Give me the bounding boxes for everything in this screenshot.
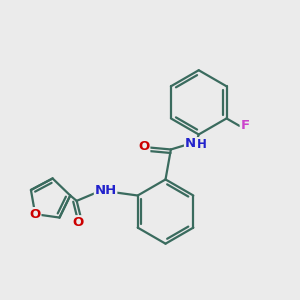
Text: H: H [196,138,206,151]
Text: O: O [30,208,41,220]
Text: F: F [240,119,249,132]
Text: O: O [139,140,150,153]
Text: O: O [72,216,83,229]
Text: NH: NH [94,184,117,197]
Text: N: N [184,136,196,149]
